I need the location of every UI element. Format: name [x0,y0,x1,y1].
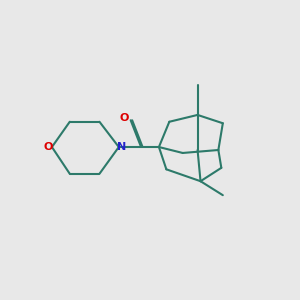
Text: N: N [117,142,126,152]
Text: O: O [44,142,53,152]
Text: O: O [119,113,129,123]
